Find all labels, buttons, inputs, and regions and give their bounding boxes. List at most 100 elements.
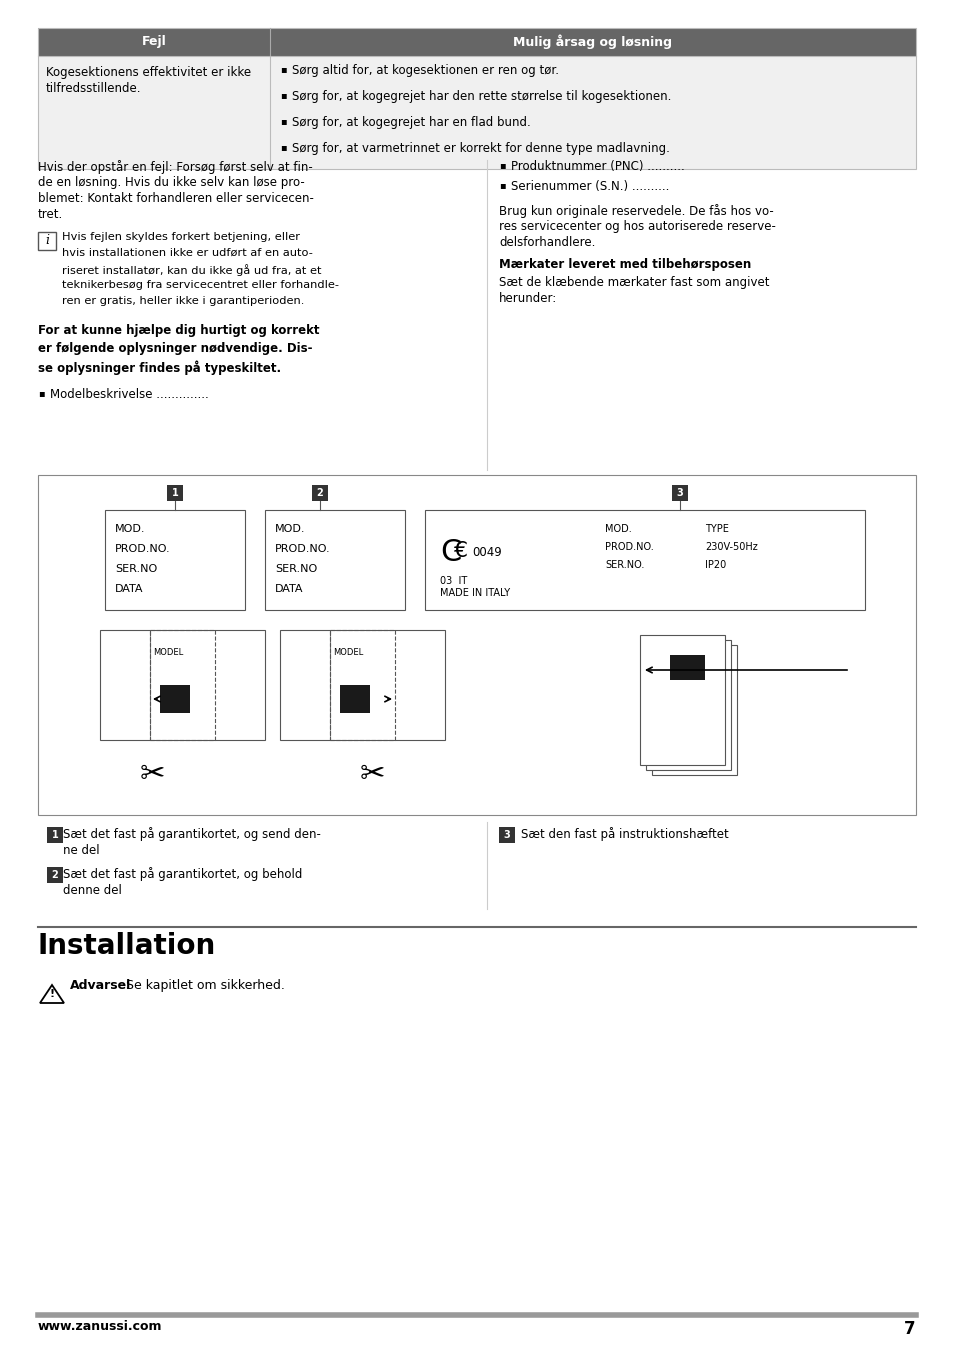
Text: Sæt det fast på garantikortet, og send den-: Sæt det fast på garantikortet, og send d…: [63, 827, 320, 841]
Text: res servicecenter og hos autoriserede reserve-: res servicecenter og hos autoriserede re…: [498, 220, 775, 233]
Text: Hvis der opstår en fejl: Forsøg først selv at fin-: Hvis der opstår en fejl: Forsøg først se…: [38, 160, 313, 174]
Text: ▪: ▪: [498, 160, 505, 170]
Text: tret.: tret.: [38, 208, 63, 220]
Bar: [265, 510, 405, 610]
Text: 230V-50Hz: 230V-50Hz: [704, 542, 757, 552]
Bar: [38, 475, 915, 815]
Text: 3: 3: [676, 488, 682, 498]
Text: herunder:: herunder:: [498, 292, 557, 306]
Bar: [38, 55, 915, 169]
Text: ✂: ✂: [139, 760, 165, 790]
Text: www.zanussi.com: www.zanussi.com: [38, 1320, 162, 1333]
Bar: [312, 485, 328, 502]
Bar: [38, 28, 915, 55]
Bar: [38, 28, 915, 169]
Text: Se kapitlet om sikkerhed.: Se kapitlet om sikkerhed.: [122, 979, 285, 992]
Text: denne del: denne del: [63, 884, 122, 896]
Text: Sæt det fast på garantikortet, og behold: Sæt det fast på garantikortet, og behold: [63, 867, 302, 882]
Text: delsforhandlere.: delsforhandlere.: [498, 237, 595, 249]
Text: MADE IN ITALY: MADE IN ITALY: [439, 588, 510, 598]
Bar: [160, 685, 190, 713]
Text: MOD.: MOD.: [274, 525, 305, 534]
Text: Produktnummer (PNC) ..........: Produktnummer (PNC) ..........: [511, 160, 684, 173]
Bar: [167, 485, 183, 502]
Text: DATA: DATA: [274, 584, 303, 594]
Bar: [651, 645, 737, 775]
Bar: [38, 233, 56, 250]
Text: Sæt de klæbende mærkater fast som angivet: Sæt de klæbende mærkater fast som angive…: [498, 276, 769, 289]
Bar: [671, 485, 687, 502]
Bar: [645, 639, 730, 771]
Text: ▪: ▪: [498, 180, 505, 191]
Text: Modelbeskrivelse ..............: Modelbeskrivelse ..............: [50, 388, 209, 402]
Text: Installation: Installation: [38, 932, 216, 960]
Bar: [669, 654, 704, 680]
Text: 1: 1: [51, 830, 58, 840]
Text: C: C: [439, 538, 461, 566]
Text: ne del: ne del: [63, 844, 99, 857]
Text: 7: 7: [903, 1320, 915, 1338]
Text: SER.NO: SER.NO: [115, 564, 157, 575]
Bar: [330, 630, 395, 740]
Text: ▪: ▪: [280, 142, 286, 151]
Bar: [339, 685, 370, 713]
Text: 1: 1: [172, 488, 178, 498]
Text: ▪: ▪: [280, 64, 286, 74]
Bar: [100, 630, 265, 740]
Bar: [105, 510, 245, 610]
Text: IP20: IP20: [704, 560, 725, 571]
Text: ✂: ✂: [359, 760, 385, 790]
Text: SER.NO: SER.NO: [274, 564, 317, 575]
Bar: [150, 630, 214, 740]
Text: Sørg for, at kogegrejet har den rette størrelse til kogesektionen.: Sørg for, at kogegrejet har den rette st…: [292, 91, 671, 103]
Text: ▪: ▪: [280, 116, 286, 126]
Text: se oplysninger findes på typeskiltet.: se oplysninger findes på typeskiltet.: [38, 360, 281, 375]
Text: Sæt den fast på instruktionshæftet: Sæt den fast på instruktionshæftet: [520, 827, 728, 841]
Bar: [639, 635, 724, 765]
Text: Mærkater leveret med tilbehørsposen: Mærkater leveret med tilbehørsposen: [498, 258, 750, 270]
Text: Sørg for, at kogegrejet har en flad bund.: Sørg for, at kogegrejet har en flad bund…: [292, 116, 530, 128]
Text: Sørg for, at varmetrinnet er korrekt for denne type madlavning.: Sørg for, at varmetrinnet er korrekt for…: [292, 142, 669, 155]
Text: i: i: [45, 234, 49, 247]
Bar: [47, 867, 63, 883]
Text: Hvis fejlen skyldes forkert betjening, eller: Hvis fejlen skyldes forkert betjening, e…: [62, 233, 299, 242]
Text: teknikerbesøg fra servicecentret eller forhandle-: teknikerbesøg fra servicecentret eller f…: [62, 280, 338, 289]
Text: PROD.NO.: PROD.NO.: [115, 544, 171, 554]
Text: 2: 2: [316, 488, 323, 498]
Text: €: €: [454, 541, 468, 561]
Text: PROD.NO.: PROD.NO.: [604, 542, 653, 552]
Bar: [498, 827, 515, 844]
Text: !: !: [50, 990, 54, 999]
Text: 3: 3: [503, 830, 510, 840]
Text: blemet: Kontakt forhandleren eller servicecen-: blemet: Kontakt forhandleren eller servi…: [38, 192, 314, 206]
Text: Sørg altid for, at kogesektionen er ren og tør.: Sørg altid for, at kogesektionen er ren …: [292, 64, 558, 77]
Text: MOD.: MOD.: [115, 525, 146, 534]
Text: DATA: DATA: [115, 584, 143, 594]
Text: Mulig årsag og løsning: Mulig årsag og løsning: [513, 35, 672, 49]
Text: Serienummer (S.N.) ..........: Serienummer (S.N.) ..........: [511, 180, 669, 193]
Bar: [424, 510, 864, 610]
Text: Brug kun originale reservedele. De fås hos vo-: Brug kun originale reservedele. De fås h…: [498, 204, 773, 218]
Text: tilfredsstillende.: tilfredsstillende.: [46, 82, 141, 95]
Text: ▪: ▪: [280, 91, 286, 100]
Text: Fejl: Fejl: [141, 35, 166, 49]
Text: TYPE: TYPE: [704, 525, 728, 534]
Text: er følgende oplysninger nødvendige. Dis-: er følgende oplysninger nødvendige. Dis-: [38, 342, 313, 356]
Text: MOD.: MOD.: [604, 525, 631, 534]
Text: 2: 2: [51, 869, 58, 880]
Text: de en løsning. Hvis du ikke selv kan løse pro-: de en løsning. Hvis du ikke selv kan løs…: [38, 176, 304, 189]
Text: PROD.NO.: PROD.NO.: [274, 544, 331, 554]
Text: Advarsel: Advarsel: [70, 979, 132, 992]
Text: hvis installationen ikke er udført af en auto-: hvis installationen ikke er udført af en…: [62, 247, 313, 258]
Text: SER.NO.: SER.NO.: [604, 560, 643, 571]
Text: Kogesektionens effektivitet er ikke: Kogesektionens effektivitet er ikke: [46, 66, 251, 78]
Text: ren er gratis, heller ikke i garantiperioden.: ren er gratis, heller ikke i garantiperi…: [62, 296, 304, 306]
Bar: [47, 827, 63, 844]
Text: riseret installatør, kan du ikke gå ud fra, at et: riseret installatør, kan du ikke gå ud f…: [62, 264, 321, 276]
Bar: [280, 630, 444, 740]
Text: MODEL: MODEL: [152, 648, 183, 657]
Text: ▪: ▪: [38, 388, 45, 397]
Text: For at kunne hjælpe dig hurtigt og korrekt: For at kunne hjælpe dig hurtigt og korre…: [38, 324, 319, 337]
Text: MODEL: MODEL: [333, 648, 363, 657]
Text: 03  IT: 03 IT: [439, 576, 467, 585]
